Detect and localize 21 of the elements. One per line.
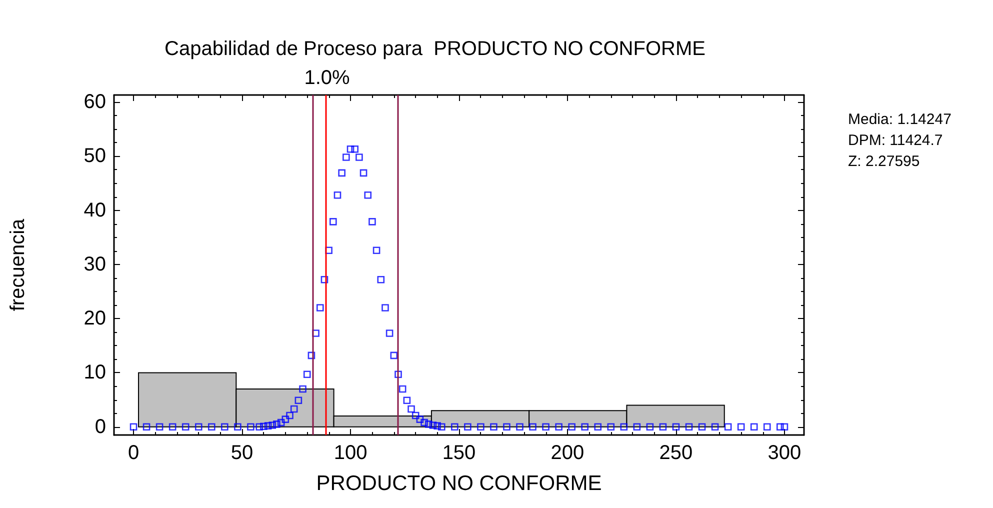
y-axis-title: frecuencia	[7, 218, 29, 312]
y-tick-label: 10	[84, 362, 106, 384]
x-tick-label: 150	[442, 442, 476, 464]
y-tick-label: 50	[84, 145, 106, 168]
y-tick-label: 20	[84, 308, 106, 330]
chart-title: Capabilidad de Proceso para PRODUCTO NO CONFORME	[164, 38, 706, 60]
y-tick-label: 0	[94, 416, 106, 438]
text: DPM: 11424.7	[848, 132, 943, 149]
y-tick-label: 40	[84, 199, 106, 222]
x-tick-label: 200	[550, 442, 584, 464]
x-tick-label: 300	[768, 442, 802, 464]
y-tick-label: 30	[84, 253, 106, 276]
x-axis-title: PRODUCTO NO CONFORME	[316, 472, 602, 495]
chart-subtitle: 1.0%	[304, 67, 350, 89]
x-tick-label: 50	[230, 442, 254, 464]
x-tick-label: 0	[128, 442, 140, 464]
x-tick-label: 250	[659, 442, 693, 464]
x-tick-label: 100	[334, 442, 368, 464]
y-tick-label: 60	[84, 91, 106, 114]
text: Z: 2.27595	[848, 153, 920, 170]
text: Media: 1.14247	[848, 111, 952, 128]
